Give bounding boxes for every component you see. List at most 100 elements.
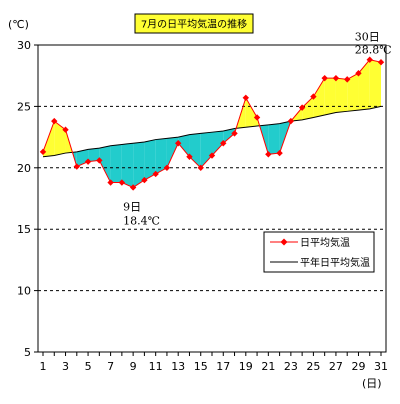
above-normal-fill <box>335 78 348 113</box>
data-point-day-13 <box>175 140 182 147</box>
above-normal-fill <box>324 78 336 115</box>
y-unit-label: (℃) <box>8 18 29 31</box>
below-normal-fill <box>200 132 212 168</box>
data-point-day-14 <box>186 153 193 160</box>
above-normal-fill <box>347 73 359 112</box>
data-point-day-30 <box>366 56 373 63</box>
data-point-day-3 <box>62 126 69 133</box>
deviation-fills <box>43 59 381 188</box>
y-tick-label-10: 10 <box>17 285 31 298</box>
x-tick-label-21: 21 <box>261 360 275 373</box>
data-point-day-27 <box>332 74 340 82</box>
data-point-day-23 <box>287 117 295 125</box>
data-point-day-29 <box>355 70 362 77</box>
x-tick-label-25: 25 <box>306 360 320 373</box>
below-normal-fill <box>121 143 134 188</box>
legend-actual-marker <box>280 238 288 246</box>
data-point-day-16 <box>208 152 216 159</box>
data-point-day-2 <box>51 117 58 125</box>
y-tick-label-5: 5 <box>24 346 31 359</box>
normal-temperature-line <box>42 105 382 158</box>
data-point-day-19 <box>242 94 249 102</box>
data-point-day-26 <box>321 74 328 82</box>
y-tick-label-15: 15 <box>17 223 31 236</box>
data-point-day-1 <box>39 148 47 156</box>
below-normal-fill <box>88 148 100 162</box>
above-normal-fill <box>302 96 314 120</box>
chart-title-box: 7月の日平均気温の推移 <box>134 13 254 34</box>
legend: 日平均気温 平年日平均気温 <box>263 231 375 273</box>
data-point-day-28 <box>344 76 351 83</box>
data-point-day-9 <box>129 184 137 191</box>
below-normal-fill <box>99 145 111 183</box>
x-tick-label-3: 3 <box>62 360 69 373</box>
legend-box <box>263 231 375 273</box>
annotation-max-value: 28.8℃ <box>355 44 392 57</box>
actual-series <box>39 56 385 191</box>
below-normal-fill <box>212 130 224 156</box>
annotation-max-day: 30日 <box>355 31 380 44</box>
legend-normal-label: 平年日平均気温 <box>300 256 370 269</box>
x-tick-label-5: 5 <box>85 360 92 373</box>
below-normal-fill <box>178 134 190 157</box>
y-tick-label-30: 30 <box>17 39 31 52</box>
x-tick-label-1: 1 <box>40 360 47 373</box>
x-tick-label-9: 9 <box>130 360 137 373</box>
below-normal-fill <box>133 142 145 188</box>
data-point-day-22 <box>276 149 283 157</box>
x-tick-label-19: 19 <box>239 360 253 373</box>
y-tick-label-25: 25 <box>17 100 31 113</box>
x-tick-label-11: 11 <box>149 360 163 373</box>
data-point-day-8 <box>118 179 126 186</box>
above-normal-fill <box>245 97 258 128</box>
above-normal-fill <box>369 59 381 109</box>
above-normal-fill <box>313 78 325 118</box>
x-tick-label-23: 23 <box>284 360 298 373</box>
data-point-day-17 <box>220 140 227 147</box>
title-background <box>134 13 254 34</box>
x-tick-label-13: 13 <box>171 360 185 373</box>
x-unit-label: (日) <box>362 377 382 390</box>
x-tick-label-27: 27 <box>329 360 343 373</box>
x-tick-label-29: 29 <box>351 360 365 373</box>
below-normal-fill <box>144 139 156 181</box>
data-point-day-15 <box>197 164 204 171</box>
annotation-min-day: 9日 <box>123 200 141 213</box>
above-normal-fill <box>358 59 370 111</box>
x-tick-label-31: 31 <box>374 360 388 373</box>
data-point-day-4 <box>73 163 80 170</box>
axes <box>34 44 387 356</box>
normal-series <box>42 105 382 158</box>
data-point-day-24 <box>298 104 306 111</box>
data-point-day-5 <box>84 158 92 165</box>
data-point-day-20 <box>253 114 261 121</box>
data-point-day-12 <box>163 164 171 171</box>
below-normal-fill <box>268 123 280 155</box>
x-tick-label-7: 7 <box>107 360 114 373</box>
below-normal-fill <box>155 138 167 174</box>
data-point-day-18 <box>231 130 238 137</box>
data-point-day-31 <box>377 58 385 66</box>
chart-title: 7月の日平均気温の推移 <box>141 18 247 31</box>
y-tick-label-20: 20 <box>17 162 31 175</box>
below-normal-fill <box>76 149 89 167</box>
below-normal-fill <box>110 144 122 183</box>
annotation-min-value: 18.4℃ <box>123 214 160 227</box>
data-point-day-25 <box>310 93 317 100</box>
data-point-day-21 <box>265 151 272 158</box>
data-point-day-10 <box>141 176 148 184</box>
data-point-day-6 <box>96 157 103 164</box>
below-normal-fill <box>223 128 235 144</box>
data-point-day-11 <box>152 170 159 178</box>
x-tick-label-15: 15 <box>194 360 208 373</box>
x-tick-label-17: 17 <box>216 360 230 373</box>
below-normal-fill <box>166 137 179 168</box>
legend-actual-label: 日平均気温 <box>300 236 350 249</box>
data-point-day-7 <box>107 179 114 186</box>
grid-lines <box>38 105 386 292</box>
